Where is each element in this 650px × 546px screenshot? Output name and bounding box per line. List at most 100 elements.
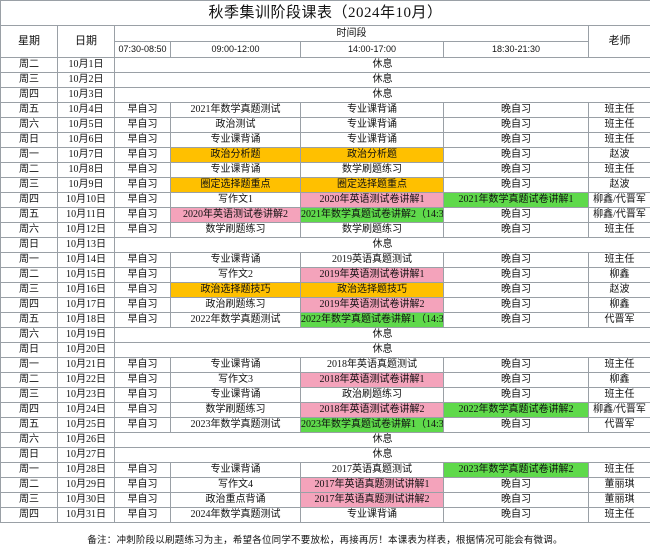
- cell-slot-morning-early: 早自习: [115, 358, 171, 373]
- cell-slot-morning: 政治测试: [171, 118, 301, 133]
- cell-slot-morning: 写作文2: [171, 268, 301, 283]
- header-date: 日期: [58, 26, 115, 58]
- cell-slot-afternoon: 2019年英语测试卷讲解2: [301, 298, 444, 313]
- header-time-1: 07:30-08:50: [115, 42, 171, 58]
- cell-teacher: 董丽琪: [589, 478, 650, 493]
- cell-weekday: 周三: [1, 178, 58, 193]
- cell-date: 10月23日: [58, 388, 115, 403]
- table-header: 秋季集训阶段课表（2024年10月） 星期 日期 时间段 老师 07:30-08…: [1, 1, 650, 58]
- cell-slot-morning-early: 早自习: [115, 118, 171, 133]
- cell-teacher: 班主任: [589, 358, 650, 373]
- cell-teacher: 班主任: [589, 163, 650, 178]
- cell-slot-morning: 2022年数学真题测试: [171, 313, 301, 328]
- cell-slot-morning: 政治重点背诵: [171, 493, 301, 508]
- cell-teacher: 班主任: [589, 103, 650, 118]
- cell-date: 10月27日: [58, 448, 115, 463]
- cell-slot-evening: 晚自习: [444, 313, 589, 328]
- cell-teacher: 柳鑫/代晋军: [589, 193, 650, 208]
- cell-slot-afternoon: 专业课背诵: [301, 133, 444, 148]
- cell-slot-morning: 政治选择题技巧: [171, 283, 301, 298]
- cell-slot-morning-early: 早自习: [115, 133, 171, 148]
- cell-slot-afternoon: 数学刷题练习: [301, 163, 444, 178]
- cell-date: 10月20日: [58, 343, 115, 358]
- cell-slot-evening: 晚自习: [444, 283, 589, 298]
- header-teacher: 老师: [589, 26, 650, 58]
- cell-slot-afternoon: 政治选择题技巧: [301, 283, 444, 298]
- cell-weekday: 周一: [1, 463, 58, 478]
- cell-slot-morning-early: 早自习: [115, 268, 171, 283]
- cell-date: 10月28日: [58, 463, 115, 478]
- cell-slot-evening: 晚自习: [444, 373, 589, 388]
- header-time-4: 18:30-21:30: [444, 42, 589, 58]
- cell-slot-afternoon: 2018年英语测试卷讲解2: [301, 403, 444, 418]
- cell-slot-morning: 2021年数学真题测试: [171, 103, 301, 118]
- cell-teacher: 柳鑫: [589, 268, 650, 283]
- cell-rest: 休息: [115, 88, 650, 103]
- cell-date: 10月8日: [58, 163, 115, 178]
- cell-slot-morning: 写作文4: [171, 478, 301, 493]
- cell-weekday: 周三: [1, 283, 58, 298]
- cell-weekday: 周六: [1, 118, 58, 133]
- cell-slot-afternoon: 专业课背诵: [301, 103, 444, 118]
- cell-weekday: 周二: [1, 373, 58, 388]
- cell-slot-morning: 专业课背诵: [171, 133, 301, 148]
- cell-weekday: 周四: [1, 298, 58, 313]
- cell-weekday: 周三: [1, 493, 58, 508]
- header-time-2: 09:00-12:00: [171, 42, 301, 58]
- cell-date: 10月1日: [58, 58, 115, 73]
- cell-date: 10月7日: [58, 148, 115, 163]
- cell-date: 10月13日: [58, 238, 115, 253]
- cell-slot-evening: 晚自习: [444, 148, 589, 163]
- cell-slot-morning-early: 早自习: [115, 103, 171, 118]
- cell-slot-afternoon: 专业课背诵: [301, 508, 444, 523]
- cell-date: 10月5日: [58, 118, 115, 133]
- cell-date: 10月18日: [58, 313, 115, 328]
- cell-date: 10月22日: [58, 373, 115, 388]
- cell-teacher: 柳鑫: [589, 298, 650, 313]
- cell-teacher: 班主任: [589, 133, 650, 148]
- cell-weekday: 周三: [1, 388, 58, 403]
- cell-slot-afternoon: 2023年数学真题试卷讲解1（14:30）: [301, 418, 444, 433]
- cell-rest: 休息: [115, 448, 650, 463]
- cell-weekday: 周六: [1, 328, 58, 343]
- cell-date: 10月4日: [58, 103, 115, 118]
- cell-weekday: 周二: [1, 163, 58, 178]
- cell-date: 10月25日: [58, 418, 115, 433]
- cell-slot-evening: 晚自习: [444, 253, 589, 268]
- cell-slot-morning: 政治刷题练习: [171, 298, 301, 313]
- cell-date: 10月11日: [58, 208, 115, 223]
- cell-weekday: 周五: [1, 103, 58, 118]
- cell-slot-morning-early: 早自习: [115, 178, 171, 193]
- cell-date: 10月3日: [58, 88, 115, 103]
- cell-weekday: 周四: [1, 403, 58, 418]
- cell-slot-evening: 晚自习: [444, 358, 589, 373]
- cell-date: 10月17日: [58, 298, 115, 313]
- cell-slot-morning-early: 早自习: [115, 313, 171, 328]
- title-row: 秋季集训阶段课表（2024年10月）: [1, 1, 650, 26]
- cell-weekday: 周一: [1, 253, 58, 268]
- cell-weekday: 周三: [1, 73, 58, 88]
- cell-teacher: 柳鑫/代晋军: [589, 208, 650, 223]
- cell-slot-morning: 圈定选择题重点: [171, 178, 301, 193]
- cell-teacher: 班主任: [589, 223, 650, 238]
- cell-slot-evening: 晚自习: [444, 223, 589, 238]
- cell-slot-morning-early: 早自习: [115, 208, 171, 223]
- cell-teacher: 班主任: [589, 508, 650, 523]
- cell-slot-evening: 晚自习: [444, 208, 589, 223]
- cell-slot-morning: 专业课背诵: [171, 253, 301, 268]
- cell-date: 10月31日: [58, 508, 115, 523]
